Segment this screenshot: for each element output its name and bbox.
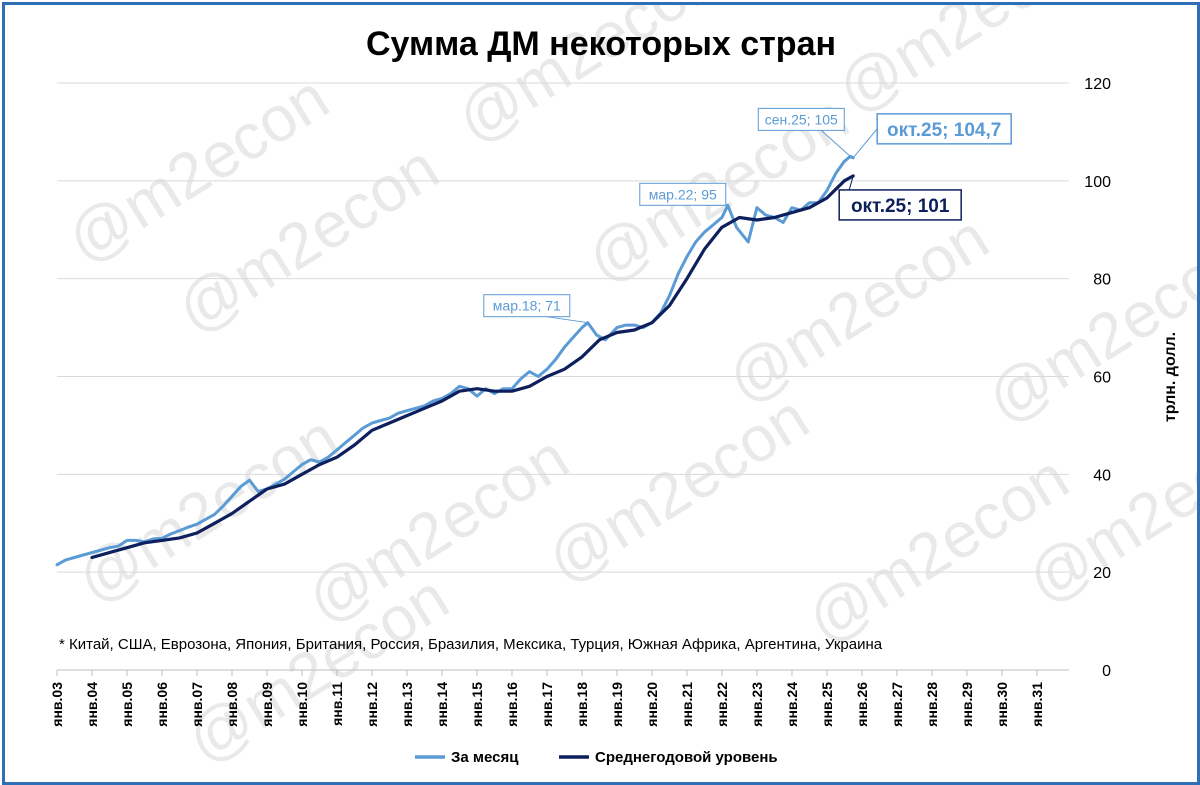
annotation-box	[876, 113, 1012, 145]
x-tick-label: янв.29	[959, 682, 975, 727]
x-tick-label: янв.26	[854, 682, 870, 727]
annotation-callout: окт.25; 104,7	[852, 113, 1012, 159]
legend-label: Среднегодовой уровень	[595, 749, 778, 766]
footnote: * Китай, США, Еврозона, Япония, Британия…	[59, 636, 883, 653]
annotation-box	[838, 189, 962, 221]
x-tick-label: янв.04	[84, 682, 100, 727]
watermarks: @m2econ@m2econ @m2econ@m2econ @m2econ@m2ec…	[54, 5, 1197, 777]
chart: @m2econ@m2econ @m2econ@m2econ @m2econ@m2ec…	[49, 5, 1197, 777]
legend-item-annual-avg: Среднегодовой уровень	[559, 749, 778, 766]
legend-item-monthly: За месяц	[415, 749, 519, 766]
x-tick-label: янв.19	[609, 682, 625, 727]
x-tick-label: янв.21	[679, 682, 695, 727]
y-tick-label: 120	[1084, 76, 1111, 93]
annotation-callout: окт.25; 101	[838, 175, 962, 221]
annotation-callout: мар.22; 95	[639, 182, 728, 206]
x-tick-label: янв.05	[119, 682, 135, 727]
x-tick-label: янв.10	[294, 682, 310, 727]
x-tick-label: янв.30	[994, 682, 1010, 727]
x-tick-label: янв.20	[644, 682, 660, 727]
y-tick-label: 20	[1093, 565, 1111, 582]
watermark-text: @m2econ	[714, 201, 1000, 417]
y-tick-label: 80	[1093, 272, 1111, 289]
annotation-callout: мар.18; 71	[483, 294, 588, 324]
x-tick-label: янв.15	[469, 682, 485, 727]
x-tick-label: янв.13	[399, 682, 415, 727]
y-tick-label: 40	[1093, 467, 1111, 484]
y-axis-ticks: 0 20 40 60 80 100 120	[1084, 76, 1111, 680]
annotations: мар.18; 71 мар.22; 95 сен.25; 105 окт.25; 1…	[483, 107, 1012, 324]
annotation-box	[757, 107, 845, 131]
series-line-annual-avg	[90, 174, 855, 560]
x-tick-label: янв.09	[259, 682, 275, 727]
y-tick-label: 0	[1102, 663, 1111, 680]
x-tick-label: янв.27	[889, 682, 905, 727]
x-tick-label: янв.28	[924, 682, 940, 727]
annotation-label: мар.18; 71	[493, 298, 561, 314]
annotation-label: сен.25; 105	[765, 111, 838, 127]
x-tick-label: янв.17	[539, 682, 555, 727]
annotation-leader	[820, 130, 851, 157]
annotation-callout: сен.25; 105	[757, 107, 851, 157]
x-tick-label: янв.12	[364, 682, 380, 727]
x-axis-ticks: янв.03 янв.04 янв.05 янв.06 янв.07 янв.08 янв.…	[49, 670, 1045, 727]
x-tick-label: янв.16	[504, 682, 520, 727]
annotation-leader	[848, 175, 854, 191]
x-tick-label: янв.08	[224, 682, 240, 727]
annotation-label: окт.25; 104,7	[887, 120, 1001, 141]
x-tick-label: янв.23	[749, 682, 765, 727]
chart-title: Сумма ДМ некоторых стран	[366, 25, 836, 63]
x-tick-label: янв.31	[1029, 682, 1045, 727]
legend-label: За месяц	[451, 749, 519, 766]
x-tick-label: янв.11	[329, 682, 345, 726]
x-tick-label: янв.25	[819, 682, 835, 727]
x-tick-label: янв.14	[434, 682, 450, 727]
x-tick-label: янв.03	[49, 682, 65, 727]
annotation-box	[483, 294, 571, 318]
y-tick-label: 60	[1093, 370, 1111, 387]
annotation-label: окт.25; 101	[851, 196, 950, 217]
x-tick-label: янв.06	[154, 682, 170, 727]
annotation-leader	[546, 316, 588, 324]
x-tick-label: янв.24	[784, 682, 800, 727]
gridlines	[57, 82, 1069, 671]
x-tick-label: янв.07	[189, 682, 205, 727]
y-tick-label: 100	[1084, 174, 1111, 191]
x-tick-label: янв.18	[574, 682, 590, 727]
annotation-box	[639, 182, 727, 206]
series-line-monthly	[55, 154, 855, 567]
series-lines	[55, 154, 855, 567]
annotation-leader	[852, 128, 878, 159]
x-tick-label: янв.22	[714, 682, 730, 727]
annotation-label: мар.22; 95	[649, 186, 717, 202]
y-axis-label: трлн. долл.	[1162, 332, 1179, 422]
legend: За месяц Среднегодовой уровень	[415, 749, 778, 766]
watermark-text: @m2econ	[534, 381, 820, 597]
watermark-text: @m2econ	[824, 5, 1110, 127]
